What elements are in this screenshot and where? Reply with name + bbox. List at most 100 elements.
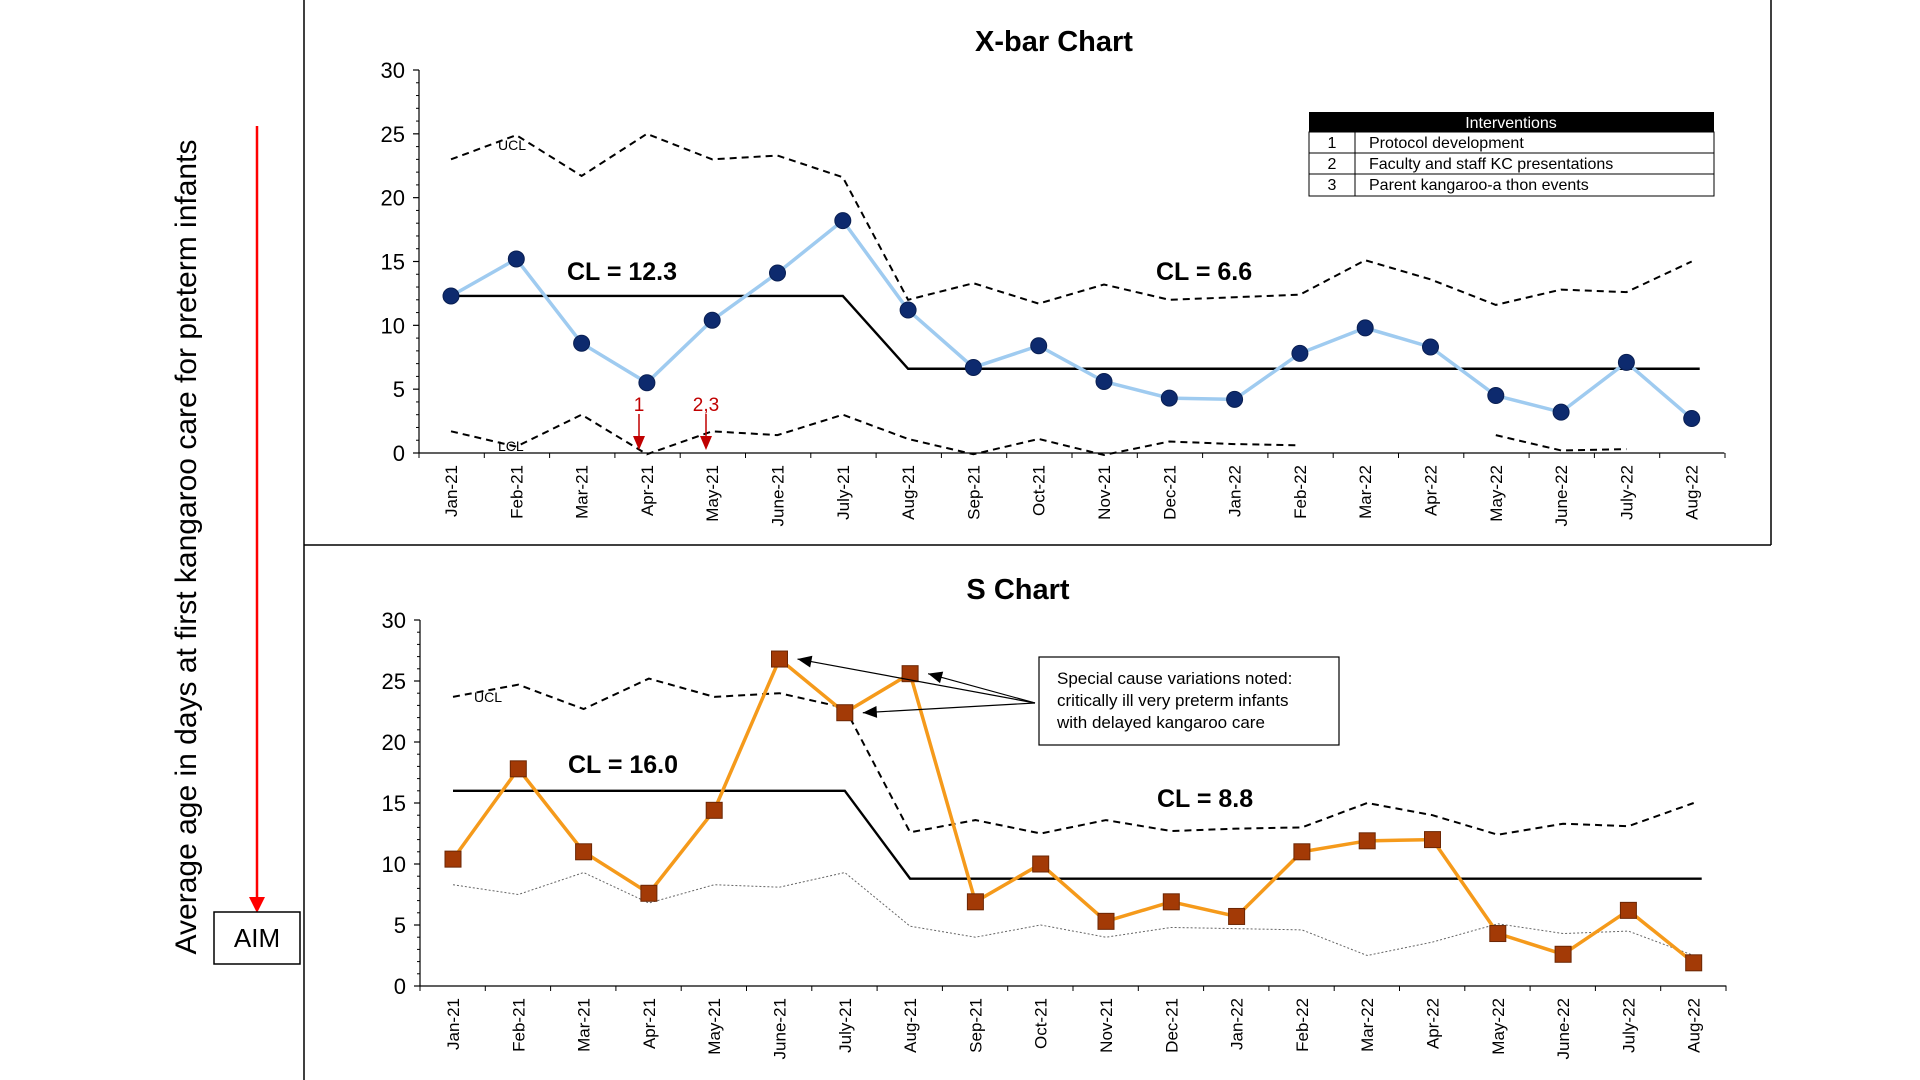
x-tick-label: Jan-22 xyxy=(1228,998,1247,1050)
intervention-marker-1-label: 1 xyxy=(634,395,645,416)
data-point xyxy=(575,843,593,861)
x-tick-label: June-22 xyxy=(1554,998,1573,1059)
x-tick-label: Mar-21 xyxy=(575,998,594,1052)
xbar-cl-label-1: CL = 12.3 xyxy=(567,258,677,286)
lcl-line xyxy=(450,413,1300,457)
x-tick-label: July-21 xyxy=(836,998,855,1053)
y-tick-label: 5 xyxy=(393,377,405,402)
data-point xyxy=(901,665,919,683)
xbar-ucl-label: UCL xyxy=(498,137,526,153)
data-point xyxy=(1487,387,1505,405)
center-line xyxy=(453,789,1702,880)
y-tick-label: 0 xyxy=(393,441,405,466)
interventions-table: Interventions 1 Protocol development 2 F… xyxy=(1308,112,1715,197)
y-tick-label: 25 xyxy=(381,122,405,147)
data-point xyxy=(769,264,786,282)
x-tick-label: Dec-21 xyxy=(1160,465,1179,520)
x-tick-label: Feb-22 xyxy=(1291,465,1310,519)
xbar-title: X-bar Chart xyxy=(975,26,1133,58)
x-tick-label: May-21 xyxy=(705,998,724,1055)
x-tick-label: Apr-21 xyxy=(638,465,657,516)
x-tick-label: Feb-21 xyxy=(507,465,526,519)
x-tick-label: Apr-22 xyxy=(1422,465,1441,516)
aim-box xyxy=(213,911,301,965)
s-ucl-label: UCL xyxy=(474,689,502,705)
x-tick-label: June-21 xyxy=(771,998,790,1059)
y-tick-label: 25 xyxy=(382,669,406,694)
xbar-cl-label-2: CL = 6.6 xyxy=(1156,258,1252,286)
x-tick-label: July-21 xyxy=(834,465,853,520)
data-point xyxy=(1489,925,1507,943)
x-tick-label: Sep-21 xyxy=(966,998,985,1053)
special-cause-callout: Special cause variations noted: critical… xyxy=(1038,656,1340,746)
lcl-line xyxy=(1495,434,1627,452)
x-tick-label: Apr-22 xyxy=(1424,998,1443,1049)
data-point xyxy=(509,760,527,778)
data-point xyxy=(638,374,656,392)
callout-arrows xyxy=(797,655,1036,718)
s-series xyxy=(444,650,1703,972)
x-tick-label: June-21 xyxy=(769,465,788,526)
data-point xyxy=(1683,410,1701,428)
y-tick-label: 5 xyxy=(394,913,406,938)
y-tick-label: 15 xyxy=(381,250,405,275)
s-title: S Chart xyxy=(966,574,1069,606)
xbar-center-lines xyxy=(451,294,1700,370)
s-cl-label-1: CL = 16.0 xyxy=(568,751,678,779)
intervention-marker-1: 1 xyxy=(633,395,645,450)
x-tick-label: May-21 xyxy=(703,465,722,522)
interventions-row-3-text: Parent kangaroo-a thon events xyxy=(1369,177,1589,194)
series-line xyxy=(450,218,1693,420)
data-point xyxy=(1162,893,1180,911)
callout-arrow-head xyxy=(928,671,944,684)
data-point xyxy=(1554,945,1572,963)
callout-arrow-line xyxy=(862,702,1036,714)
y-tick-label: 15 xyxy=(382,791,406,816)
x-tick-label: Aug-21 xyxy=(899,465,918,520)
lcl-line xyxy=(452,871,1694,957)
data-point xyxy=(966,893,984,911)
callout-arrow-line xyxy=(797,658,1036,704)
interventions-row-1-text: Protocol development xyxy=(1369,135,1524,152)
interventions-row-1-num: 1 xyxy=(1328,135,1337,152)
callout-line-2: critically ill very preterm infants xyxy=(1057,691,1288,710)
interventions-row-3-num: 3 xyxy=(1328,177,1337,194)
s-cl-label-2: CL = 8.8 xyxy=(1157,785,1253,813)
x-tick-label: Jan-21 xyxy=(444,998,463,1050)
x-tick-label: Feb-22 xyxy=(1293,998,1312,1052)
callout-arrow-line xyxy=(927,673,1036,704)
interventions-header: Interventions xyxy=(1465,115,1557,132)
data-point xyxy=(1160,389,1178,407)
data-point xyxy=(771,650,788,668)
x-tick-label: Aug-22 xyxy=(1683,465,1702,520)
x-tick-label: Oct-21 xyxy=(1032,998,1051,1049)
callout-line-3: with delayed kangaroo care xyxy=(1056,713,1265,732)
x-tick-label: Apr-21 xyxy=(640,998,659,1049)
callout-arrow-head xyxy=(862,705,878,718)
data-point xyxy=(507,250,525,268)
xbar-lcl-label: LCL xyxy=(498,438,524,454)
x-tick-label: June-22 xyxy=(1552,465,1571,526)
x-tick-label: Mar-22 xyxy=(1358,998,1377,1052)
x-tick-label: July-22 xyxy=(1619,998,1638,1053)
x-tick-label: Feb-21 xyxy=(509,998,528,1052)
x-tick-label: May-22 xyxy=(1489,998,1508,1055)
y-tick-label: 30 xyxy=(381,58,405,83)
s-axes: 0 5 10 15 20 25 30 Jan-21 Feb-21 Mar-21 Apr-21 May-… xyxy=(382,608,1727,1059)
x-tick-label: May-22 xyxy=(1487,465,1506,522)
data-point xyxy=(1619,901,1637,919)
ucl-line xyxy=(452,677,1695,836)
xbar-series xyxy=(442,212,1701,428)
data-point xyxy=(836,704,854,722)
data-point xyxy=(1032,855,1050,873)
data-point xyxy=(442,287,460,305)
y-tick-label: 30 xyxy=(382,608,406,633)
x-tick-label: Jan-21 xyxy=(442,465,461,517)
callout-arrow-head xyxy=(797,655,813,668)
xbar-axes: 0 5 10 15 20 25 30 Jan-21 Feb-21 Mar-21 Apr-21 May-… xyxy=(381,58,1726,526)
x-tick-label: Sep-21 xyxy=(964,465,983,520)
data-point xyxy=(899,301,917,319)
data-point xyxy=(1228,907,1246,925)
data-point xyxy=(1424,831,1441,849)
